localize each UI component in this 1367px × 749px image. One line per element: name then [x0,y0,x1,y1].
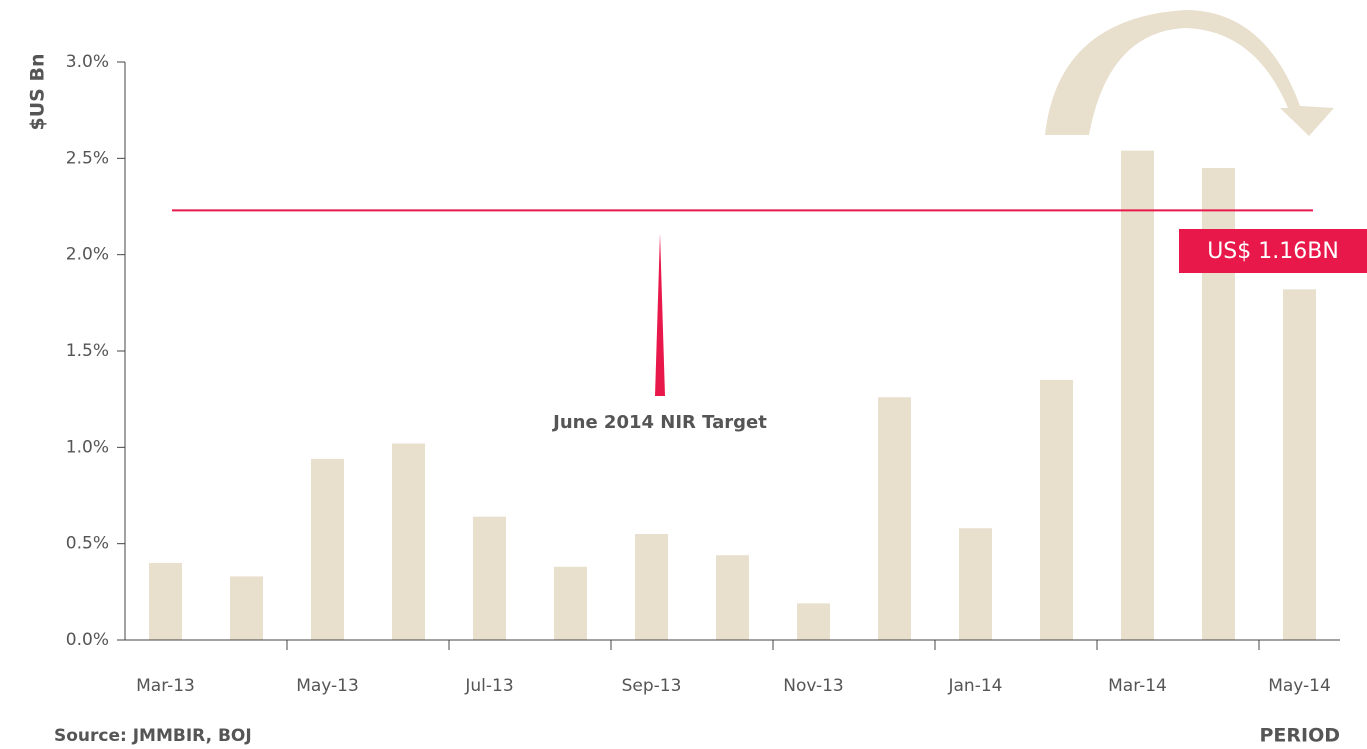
y-tick-label: 0.5% [66,534,109,554]
x-tick-label: May-13 [296,676,359,696]
bar [1283,289,1316,640]
bar [554,566,587,640]
target-label: June 2014 NIR Target [551,412,767,433]
x-tick-label: Mar-13 [136,676,195,696]
y-tick-label: 3.0% [66,52,109,72]
annotation-text: US$ 1.16BN [1207,239,1339,264]
x-tick-label: Jul-13 [464,676,513,696]
y-tick-label: 1.5% [66,341,109,361]
target-pointer [655,233,665,396]
arrow-decoration [1045,10,1334,136]
bar [959,528,992,640]
bar [311,458,344,640]
x-tick-label: Mar-14 [1108,676,1167,696]
y-axis-label: $US Bn [27,54,49,131]
bar [473,516,506,640]
bar [635,534,668,640]
x-tick-label: Jan-14 [948,676,1003,696]
bar [149,562,182,640]
bar [716,555,749,640]
x-axis-label: PERIOD [1259,725,1340,747]
bar [230,576,263,640]
x-tick-label: Nov-13 [783,676,844,696]
bar [392,443,425,640]
bar [1040,379,1073,640]
y-tick-label: 1.0% [66,437,109,457]
annotation-box [1179,229,1367,273]
y-tick-label: 0.0% [66,630,109,650]
bar [878,397,911,640]
source-note: Source: JMMBIR, BOJ [54,726,252,746]
bar [1121,150,1154,641]
bar [797,603,830,640]
y-tick-label: 2.5% [66,148,109,168]
y-tick-label: 2.0% [66,245,109,265]
x-tick-label: May-14 [1268,676,1331,696]
x-tick-label: Sep-13 [622,676,682,696]
